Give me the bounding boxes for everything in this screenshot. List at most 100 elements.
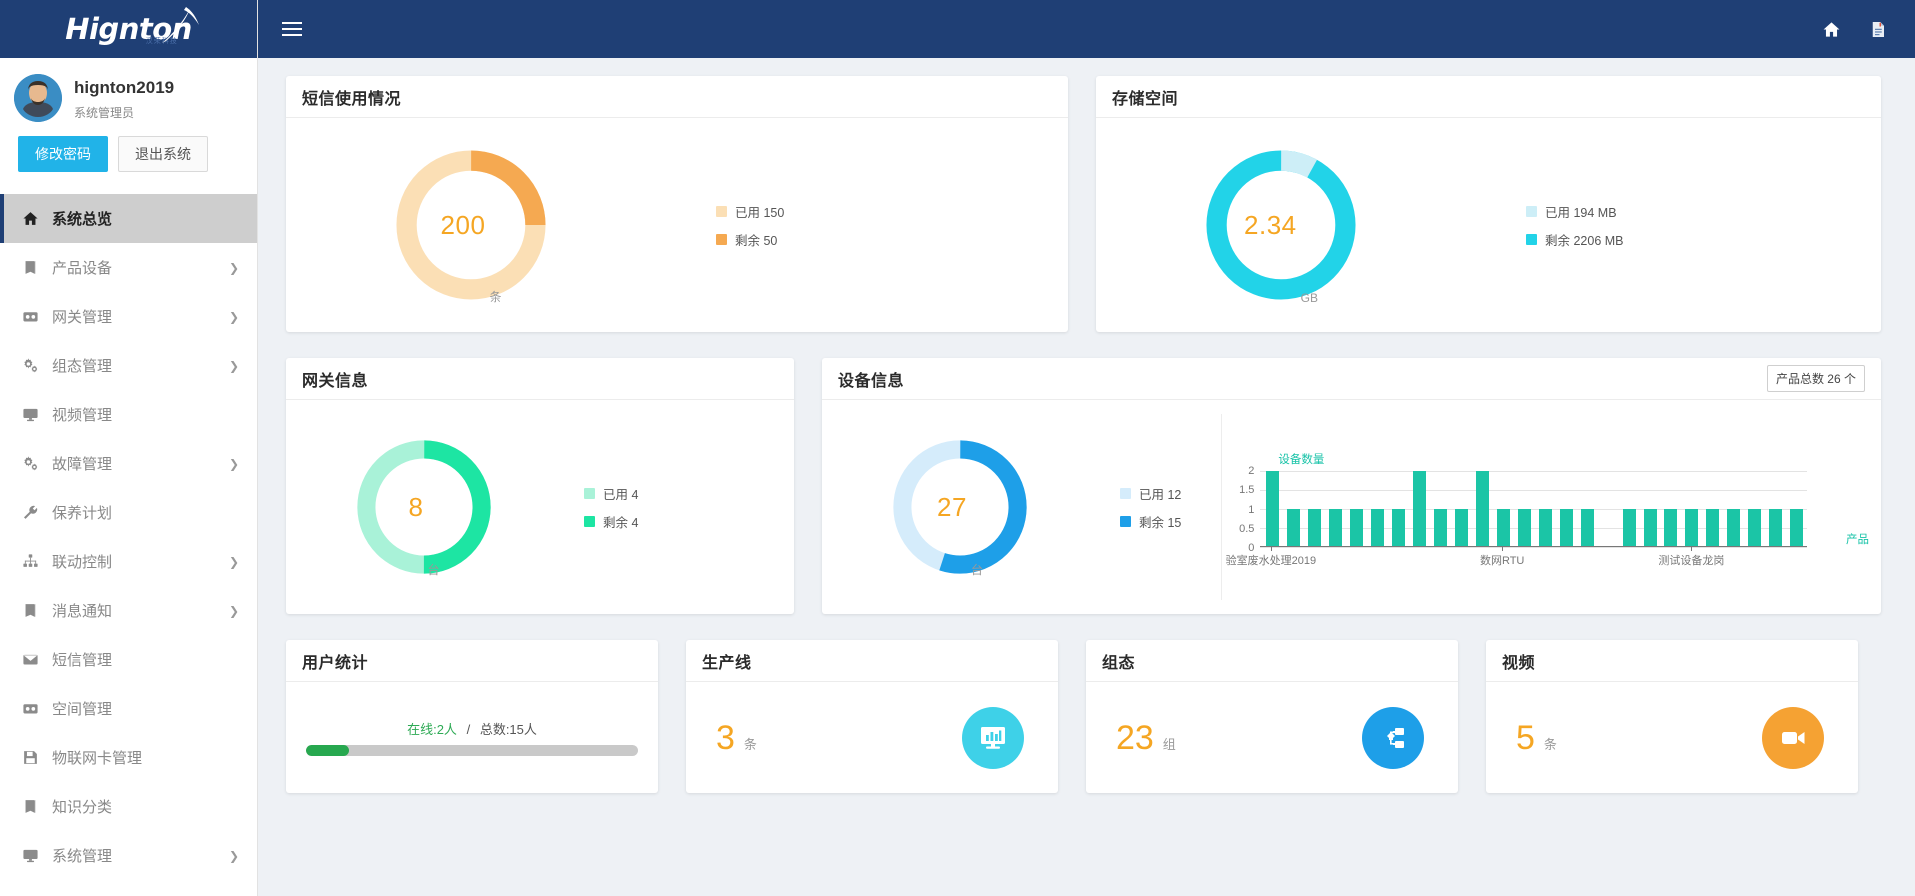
chart-bar-slot [1346,471,1367,547]
sidebar-item-label: 网关管理 [52,309,113,327]
card-title: 用户统计 [302,654,369,672]
chart-x-tick-label: 测试设备龙岗 [1658,555,1725,567]
change-password-button[interactable]: 修改密码 [18,136,108,173]
sitemap-icon [1362,706,1424,769]
sidebar-item-5[interactable]: 故障管理 ❯ [0,439,257,488]
card-sms-usage: 短信使用情况 200 条 [286,76,1068,332]
gears-icon [20,455,40,472]
document-icon[interactable] [1869,20,1887,39]
sidebar-item-13[interactable]: 系统管理 ❯ [0,831,257,880]
legend-item: 剩余 2206 MB [1526,230,1624,249]
logout-button[interactable]: 退出系统 [118,136,208,173]
user-progress-fill [306,745,350,756]
sidebar-item-0[interactable]: 系统总览 [0,194,257,244]
total-count: 总数:15人 [479,722,537,737]
chevron-right-icon[interactable]: ❯ [228,358,239,373]
profile-actions: 修改密码 退出系统 [0,122,257,173]
chevron-right-icon[interactable]: ❯ [228,309,239,324]
chart-gridline: 1 [1248,504,1807,516]
device-count-bar-chart: 设备数量 0 0.5 1 1.5 2 验室废水处理2019 数网RTU 测试设备龙岗 产品 [1222,441,1881,573]
chart-bar-slot [1367,471,1388,547]
sidebar-item-6[interactable]: 保养计划 [0,488,257,537]
card-title: 组态 [1102,654,1136,672]
home-icon[interactable] [1822,20,1841,39]
card-body: 2.34 GB 已用 194 MB [1096,118,1881,332]
chart-x-tick [1691,547,1693,551]
sidebar-item-8[interactable]: 消息通知 ❯ [0,586,257,635]
sidebar-item-2[interactable]: 网关管理 ❯ [0,292,257,341]
sidebar-item-label: 物联网卡管理 [52,750,143,768]
chart-bar-slot [1409,471,1430,547]
legend-label: 剩余 50 [735,233,778,248]
chart-y-tick-label: 0.5 [1239,522,1255,535]
hamburger-icon[interactable] [282,22,302,36]
chart-bar [1308,509,1322,547]
envelope-icon [20,651,40,668]
chart-bar [1413,471,1427,547]
sms-donut-unit: 条 [489,290,502,304]
device-donut-unit: 台 [970,563,983,577]
chart-gridline: 0.5 [1239,523,1807,535]
chevron-right-icon[interactable]: ❯ [228,554,239,569]
sidebar-item-7[interactable]: 联动控制 ❯ [0,537,257,586]
dashboard-row-2: 网关信息 8 台 [286,358,1893,614]
chart-bar-slot [1451,471,1472,547]
chart-bar [1664,509,1678,547]
sidebar-item-label: 系统管理 [52,848,113,866]
product-total-badge[interactable]: 产品总数 26 个 [1766,365,1865,392]
sidebar-item-label: 视频管理 [52,407,113,425]
chart-bar [1475,471,1489,547]
chart-x-tick [1502,547,1504,551]
chart-bar [1580,509,1594,547]
chevron-right-icon[interactable]: ❯ [228,603,239,618]
chart-monitor-icon [962,706,1024,769]
legend-swatch [1526,233,1537,245]
chart-bar-slot [1514,471,1535,547]
chart-bar-slot [1640,471,1661,547]
chart-x-tick-labels: 验室废水处理2019 数网RTU 测试设备龙岗 [1226,547,1807,567]
card-body: 200 条 已用 150 [286,118,1068,332]
sidebar-item-10[interactable]: 空间管理 [0,684,257,733]
sidebar-item-11[interactable]: 物联网卡管理 [0,733,257,782]
chevron-right-icon[interactable]: ❯ [228,260,239,275]
separator: / [466,722,471,737]
chart-bar [1434,509,1447,547]
chevron-right-icon[interactable]: ❯ [228,848,239,863]
sidebar-item-label: 联动控制 [52,554,113,572]
chart-bar-slot [1702,471,1723,547]
deer-logo-icon [161,6,199,43]
chart-y-tick-label: 1 [1248,503,1255,516]
brand-logo[interactable]: Hignton 汉荣科技 [0,0,257,58]
gateway-donut-value: 8 [408,491,424,522]
legend-label: 已用 12 [1139,487,1182,502]
user-profile: hignton2019 系统管理员 [0,58,257,122]
sms-donut-chart: 200 条 [386,140,556,310]
storage-donut-chart: 2.34 GB [1196,140,1366,310]
legend-swatch [1120,515,1131,527]
stat-value-group: 3 条 [716,721,757,755]
stat-value-group: 5 条 [1516,721,1557,755]
chevron-right-icon[interactable]: ❯ [228,456,239,471]
home-icon [20,210,40,227]
card-configuration: 组态 23 组 [1086,640,1458,793]
sidebar-item-3[interactable]: 组态管理 ❯ [0,341,257,390]
chart-y-tick-label: 0 [1248,542,1255,554]
chart-bar-slot [1744,471,1765,547]
card-title: 生产线 [702,654,752,672]
card-body: 5 条 [1486,682,1858,793]
gateway-donut-unit: 台 [427,563,440,577]
chart-bar-slot [1430,471,1451,547]
chart-y-tick-label: 1.5 [1239,484,1255,497]
chart-bar-slot [1577,471,1598,547]
chart-bar [1727,509,1741,547]
chart-bar [1559,509,1573,547]
chart-bar [1287,509,1301,547]
sidebar-item-4[interactable]: 视频管理 [0,390,257,439]
sidebar-item-12[interactable]: 知识分类 [0,782,257,831]
monitor-icon [20,406,40,423]
sidebar-item-1[interactable]: 产品设备 ❯ [0,243,257,292]
sidebar-item-9[interactable]: 短信管理 [0,635,257,684]
chart-bar [1371,509,1385,547]
dashboard-row-3: 用户统计 在线:2人 / 总数:15人 [286,640,1893,793]
chart-bar-slot [1493,471,1514,547]
